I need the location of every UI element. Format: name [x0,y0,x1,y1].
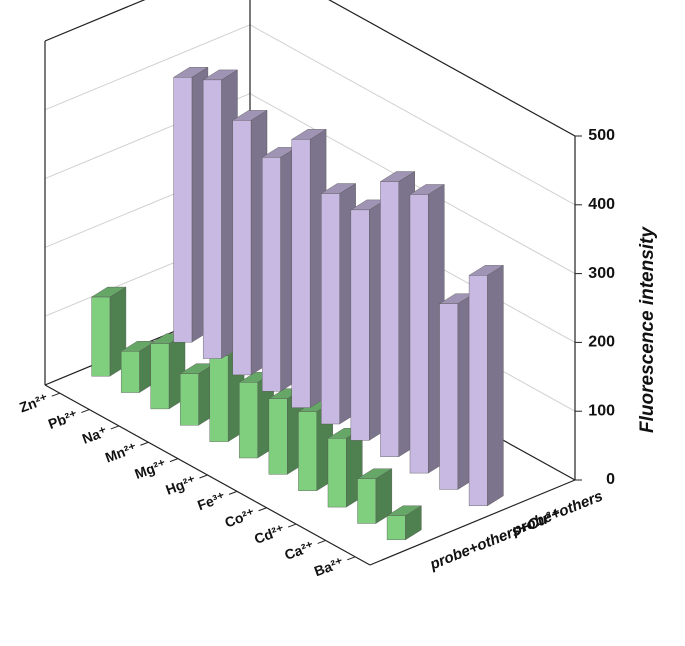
x-tick-label: Mn²⁺ [103,440,139,466]
x-tick [140,441,149,446]
x-tick [287,523,297,528]
y-tick-label: 300 [588,265,615,282]
bar-front [350,209,370,441]
bar [202,69,239,359]
bar [379,171,416,458]
bar-front [262,157,281,392]
bar-front [120,351,140,393]
x-tick-label: Pb²⁺ [46,407,80,432]
x-tick-label: Fe³⁺ [195,489,227,514]
bar-front [291,139,311,408]
y-tick-label: 200 [588,334,615,351]
bar-front [232,120,252,376]
x-tick [199,474,208,479]
bar-front [150,343,170,410]
bar [468,264,505,507]
bar-front [239,382,258,459]
bar-front [380,181,399,457]
x-tick-label: Ca²⁺ [282,538,316,563]
bar-front [180,373,199,426]
x-tick [51,392,60,397]
bar [90,286,127,377]
bar-front [173,77,193,343]
bar-front [298,411,317,491]
bar-front [268,398,288,475]
x-tick-label: Na⁺ [80,423,109,447]
axis-line [369,479,576,566]
bar [438,293,475,490]
grid-line [44,0,576,137]
bar-front [91,296,111,377]
bar [150,333,186,410]
bar [386,505,423,541]
bar [320,183,357,425]
bar-front [321,193,340,425]
bar [261,146,298,392]
x-tick [317,539,326,544]
bar-front [357,478,377,524]
x-tick-label: Cd²⁺ [252,521,286,547]
x-tick [258,507,267,512]
x-tick-label: Ba²⁺ [312,554,346,579]
x-tick [228,490,238,495]
axis-line [328,0,576,137]
bar [179,363,216,426]
bar-side [487,264,504,507]
y-tick-label: 500 [588,127,615,144]
bar [350,199,386,441]
bar [232,109,268,376]
bar [120,340,157,393]
x-tick [81,409,90,414]
bar [409,184,445,474]
bar-front [468,275,488,507]
bar [291,128,327,408]
bar [356,468,393,524]
bar-front [202,79,222,359]
axis-line [44,0,146,42]
y-tick-label: 400 [588,196,615,213]
y-tick-label: 100 [588,402,615,419]
x-tick [110,425,120,430]
x-tick-label: Hg²⁺ [163,472,197,498]
bar-front [327,438,347,508]
bar-front [439,303,459,490]
series-label: probe+others [509,488,606,540]
y-tick-label: 0 [606,471,615,488]
x-tick-label: Zn²⁺ [17,390,50,415]
x-tick-label: Mg²⁺ [132,456,168,482]
bar-front [386,515,406,541]
x-tick-label: Co²⁺ [223,505,257,531]
bar-front [209,355,229,442]
x-tick [347,556,356,561]
x-tick [169,458,179,463]
y-axis-title: Fluorescence intensity [637,226,658,433]
bar-front [409,194,429,474]
bar [172,66,209,343]
